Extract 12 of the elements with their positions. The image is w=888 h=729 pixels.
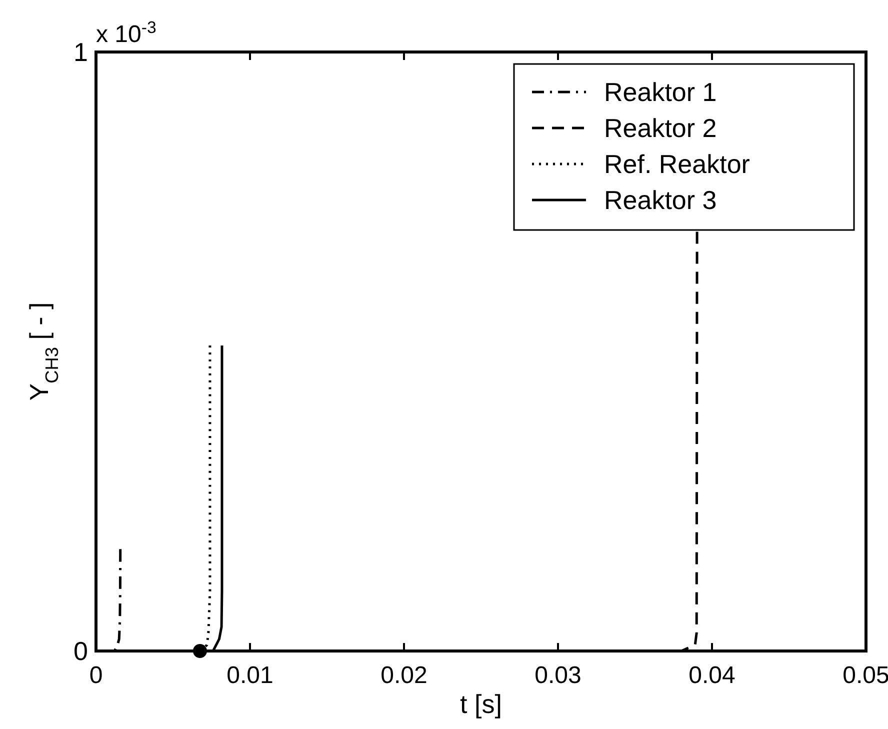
x-axis-title: t [s] xyxy=(460,689,502,719)
x-tick-label: 0.05 xyxy=(842,662,888,689)
x-tick-label: 0.02 xyxy=(380,662,428,689)
x-tick-label: 0.03 xyxy=(534,662,582,689)
legend-label: Ref. Reaktor xyxy=(604,149,750,179)
text: x 10$^{-3}$ xyxy=(96,18,156,48)
legend-label: Reaktor 1 xyxy=(604,77,717,107)
y-tick-label: 1 xyxy=(74,37,88,67)
x-tick-label: 0.04 xyxy=(688,662,736,689)
x-tick-label: 0.01 xyxy=(226,662,274,689)
legend-label: Reaktor 3 xyxy=(604,185,717,215)
legend-label: Reaktor 2 xyxy=(604,113,717,143)
